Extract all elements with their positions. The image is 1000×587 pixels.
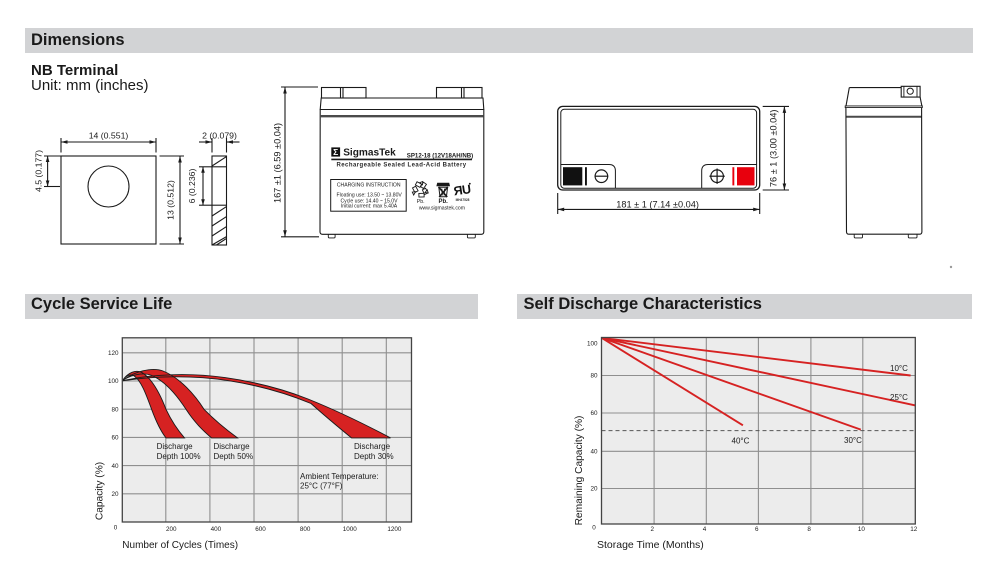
- svg-text:1000: 1000: [343, 526, 358, 533]
- svg-text:60: 60: [590, 410, 598, 417]
- svg-text:0: 0: [592, 525, 596, 532]
- svg-text:Depth 30%: Depth 30%: [354, 452, 394, 461]
- svg-text:6 (0.236): 6 (0.236): [187, 169, 197, 204]
- svg-text:0: 0: [114, 524, 118, 531]
- svg-text:Storage Time (Months): Storage Time (Months): [597, 539, 704, 551]
- svg-text:14 (0.551): 14 (0.551): [89, 131, 129, 141]
- svg-text:Discharge: Discharge: [157, 442, 194, 451]
- svg-text:100: 100: [108, 378, 119, 385]
- svg-text:60: 60: [111, 435, 119, 442]
- svg-text:SP12-18 (12V18AH/NB): SP12-18 (12V18AH/NB): [407, 152, 473, 159]
- svg-text:Remaining Capacity (%): Remaining Capacity (%): [574, 416, 585, 526]
- svg-text:Capacity (%): Capacity (%): [95, 462, 106, 520]
- svg-text:Number of Cycles (Times): Number of Cycles (Times): [122, 540, 238, 551]
- svg-text:Discharge: Discharge: [354, 442, 391, 451]
- svg-text:Pb.: Pb.: [417, 199, 425, 205]
- svg-text:12: 12: [910, 526, 918, 533]
- svg-text:40°C: 40°C: [732, 436, 750, 445]
- svg-text:40: 40: [590, 449, 598, 456]
- svg-text:10°C: 10°C: [890, 364, 908, 373]
- svg-text:4.5 (0.177): 4.5 (0.177): [34, 150, 44, 192]
- svg-text:Cycle use: 14.40 ~ 15.0V: Cycle use: 14.40 ~ 15.0V: [340, 198, 398, 204]
- svg-text:30°C: 30°C: [844, 436, 862, 445]
- svg-text:1200: 1200: [387, 526, 402, 533]
- svg-text:Ambient Temperature:: Ambient Temperature:: [300, 472, 379, 481]
- svg-text:4: 4: [703, 526, 707, 533]
- svg-text:10: 10: [858, 526, 866, 533]
- svg-text:SigmasTek: SigmasTek: [343, 147, 396, 158]
- svg-text:400: 400: [211, 526, 222, 533]
- svg-text:www.sigmastek.com: www.sigmastek.com: [419, 206, 465, 212]
- svg-text:Depth 100%: Depth 100%: [157, 452, 201, 461]
- svg-text:Initial current: max 5.40A: Initial current: max 5.40A: [341, 204, 398, 210]
- svg-text:CHARGING INSTRUCTION: CHARGING INSTRUCTION: [337, 183, 401, 189]
- svg-text:13 (0.512): 13 (0.512): [166, 180, 176, 220]
- svg-text:167 ±1 (6.59 ±0.04): 167 ±1 (6.59 ±0.04): [273, 123, 283, 203]
- svg-text:Σ: Σ: [333, 147, 338, 157]
- svg-text:80: 80: [590, 373, 598, 380]
- svg-text:100: 100: [587, 341, 598, 348]
- svg-text:MH47528: MH47528: [456, 198, 470, 202]
- svg-text:Pb.: Pb.: [439, 199, 449, 205]
- svg-text:Depth 50%: Depth 50%: [214, 452, 254, 461]
- svg-text:40: 40: [111, 463, 119, 470]
- svg-text:Discharge: Discharge: [214, 442, 251, 451]
- svg-text:Rechargeable Sealed Lead-Acid: Rechargeable Sealed Lead-Acid Battery: [336, 163, 466, 169]
- svg-text:2: 2: [650, 526, 654, 533]
- svg-text:ЯU: ЯU: [453, 182, 472, 198]
- svg-text:120: 120: [108, 350, 119, 357]
- svg-text:8: 8: [807, 526, 811, 533]
- svg-text:Floating use: 13.50 ~ 13.80V: Floating use: 13.50 ~ 13.80V: [337, 192, 403, 198]
- svg-text:20: 20: [111, 491, 119, 498]
- svg-text:6: 6: [755, 526, 759, 533]
- svg-text:25°C: 25°C: [890, 393, 908, 402]
- svg-text:2 (0.079): 2 (0.079): [202, 131, 237, 141]
- svg-text:80: 80: [111, 406, 119, 413]
- svg-text:181 ± 1 (7.14 ±0.04): 181 ± 1 (7.14 ±0.04): [616, 199, 699, 209]
- svg-text:800: 800: [300, 526, 311, 533]
- svg-text:600: 600: [255, 526, 266, 533]
- svg-text:200: 200: [166, 526, 177, 533]
- svg-text:20: 20: [590, 486, 598, 493]
- svg-text:76 ± 1 (3.00 ±0.04): 76 ± 1 (3.00 ±0.04): [769, 110, 779, 188]
- svg-text:25°C (77°F): 25°C (77°F): [300, 482, 343, 491]
